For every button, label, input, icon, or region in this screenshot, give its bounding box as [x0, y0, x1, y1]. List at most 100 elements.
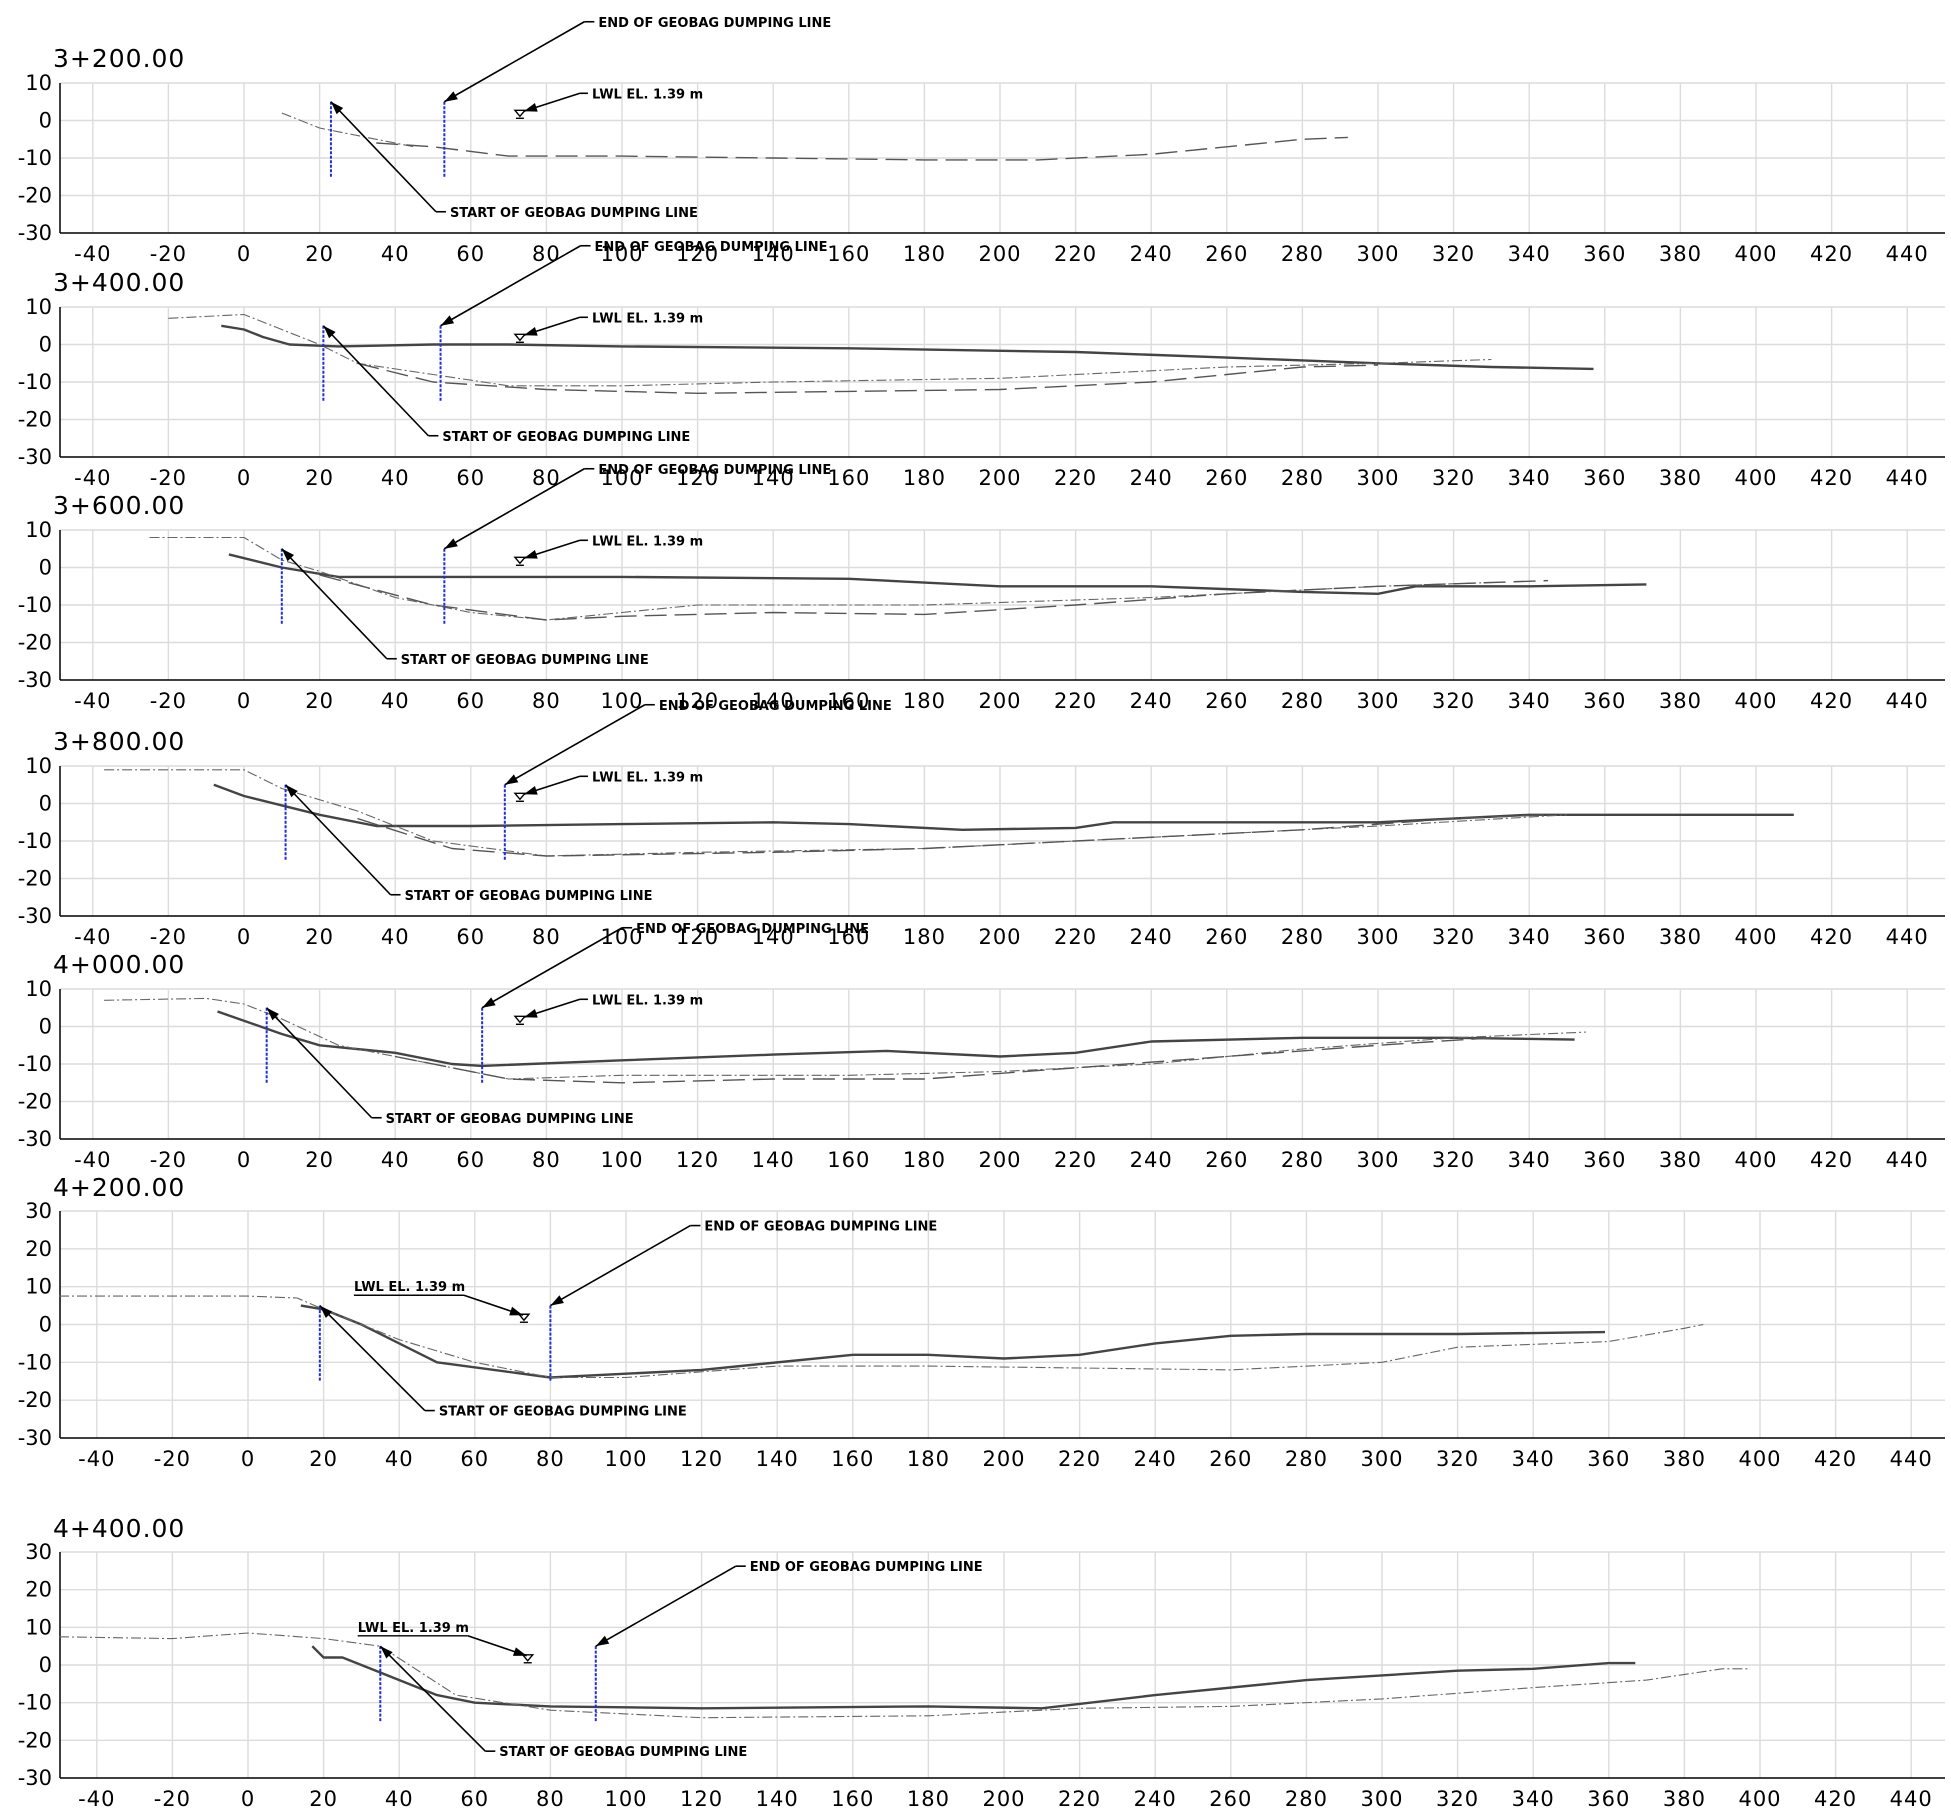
x-tick-label: 220 [1058, 1447, 1101, 1471]
x-tick-label: 280 [1285, 1787, 1328, 1811]
arrowhead [266, 1007, 279, 1021]
x-tick-label: 260 [1205, 466, 1248, 490]
x-tick-label: 80 [532, 466, 561, 490]
x-tick-label: 360 [1583, 466, 1626, 490]
profile-series [300, 1304, 1606, 1379]
x-tick-label: 400 [1734, 689, 1777, 713]
x-tick-label: 140 [756, 1447, 799, 1471]
x-tick-label: 120 [680, 1787, 723, 1811]
x-tick-label: -40 [74, 925, 111, 949]
y-tick-label: -10 [18, 1350, 52, 1374]
y-tick-label: 10 [25, 295, 52, 319]
end-leader [443, 468, 585, 550]
x-tick-label: 320 [1432, 466, 1475, 490]
arrowhead [380, 1646, 393, 1659]
x-tick-label: 260 [1209, 1447, 1252, 1471]
start-geobag-label: START OF GEOBAG DUMPING LINE [386, 1112, 634, 1127]
x-tick-label: 360 [1587, 1447, 1630, 1471]
x-tick-label: 280 [1281, 466, 1324, 490]
start-geobag-label: START OF GEOBAG DUMPING LINE [405, 889, 653, 904]
y-tick-label: -20 [18, 1388, 52, 1412]
arrowhead [595, 1635, 610, 1647]
y-tick-label: 10 [25, 1615, 52, 1639]
x-tick-label: 0 [237, 925, 251, 949]
x-tick-label: 40 [381, 689, 410, 713]
profile-series [217, 1010, 1575, 1068]
arrowhead [523, 550, 538, 559]
start-leader [322, 325, 429, 437]
x-tick-label: 420 [1810, 242, 1853, 266]
start-geobag-label: START OF GEOBAG DUMPING LINE [442, 430, 690, 445]
x-tick-label: 320 [1436, 1787, 1479, 1811]
start-geobag-label: START OF GEOBAG DUMPING LINE [450, 206, 698, 221]
x-tick-label: 280 [1281, 242, 1324, 266]
lwl-marker-icon [513, 333, 527, 342]
arrowhead [482, 997, 496, 1008]
x-tick-label: 360 [1587, 1787, 1630, 1811]
profile-series [311, 1645, 1636, 1710]
profile-series [319, 574, 1549, 621]
x-tick-label: 40 [381, 466, 410, 490]
x-tick-label: 120 [676, 925, 719, 949]
end-leader [595, 1565, 737, 1647]
x-tick-label: -40 [74, 242, 111, 266]
end-geobag-label: END OF GEOBAG DUMPING LINE [598, 463, 831, 478]
x-tick-label: 140 [752, 242, 795, 266]
x-tick-label: -20 [150, 925, 187, 949]
arrowhead [509, 1306, 523, 1316]
y-tick-label: 10 [25, 754, 52, 778]
arrowhead [523, 1009, 538, 1018]
section-title: 3+800.00 [53, 727, 185, 756]
x-tick-label: -20 [150, 466, 187, 490]
x-tick-label: 160 [827, 242, 870, 266]
x-tick-label: 280 [1281, 689, 1324, 713]
lwl-marker-icon [513, 1015, 527, 1024]
profile-series [357, 362, 1379, 394]
x-tick-label: 120 [680, 1447, 723, 1471]
x-tick-label: 100 [600, 1148, 643, 1172]
x-tick-label: 400 [1738, 1787, 1781, 1811]
profile-series [376, 136, 1348, 161]
arrowhead [523, 786, 538, 795]
arrowhead [281, 548, 295, 562]
y-tick-label: 10 [25, 977, 52, 1001]
lwl-label: LWL EL. 1.39 m [592, 534, 703, 549]
x-tick-label: 300 [1356, 925, 1399, 949]
y-tick-label: -10 [18, 1691, 52, 1715]
y-tick-label: -10 [18, 1052, 52, 1076]
y-tick-label: -20 [18, 631, 52, 655]
x-tick-label: 20 [305, 1148, 334, 1172]
x-tick-label: 420 [1810, 925, 1853, 949]
x-tick-label: 60 [456, 466, 485, 490]
x-tick-label: 40 [381, 242, 410, 266]
x-tick-label: 120 [676, 689, 719, 713]
end-leader [550, 1224, 691, 1307]
x-tick-label: 300 [1360, 1787, 1403, 1811]
x-tick-label: 420 [1810, 466, 1853, 490]
x-tick-label: 420 [1810, 689, 1853, 713]
arrowhead [285, 784, 298, 798]
section-title: 4+400.00 [53, 1514, 185, 1543]
y-tick-label: -10 [18, 593, 52, 617]
y-tick-label: -30 [18, 1766, 52, 1790]
x-tick-label: 80 [536, 1447, 565, 1471]
profile-series [104, 997, 1586, 1080]
section-title: 4+000.00 [53, 950, 185, 979]
end-geobag-label: END OF GEOBAG DUMPING LINE [598, 16, 831, 31]
arrowhead [444, 91, 458, 102]
x-tick-label: 200 [978, 1148, 1021, 1172]
end-geobag-label: END OF GEOBAG DUMPING LINE [704, 1220, 937, 1235]
x-tick-label: 400 [1734, 242, 1777, 266]
x-tick-label: 120 [676, 242, 719, 266]
x-tick-label: -20 [150, 242, 187, 266]
x-tick-label: 240 [1130, 689, 1173, 713]
x-tick-label: 420 [1814, 1787, 1857, 1811]
x-tick-label: 440 [1886, 925, 1929, 949]
x-tick-label: 380 [1659, 689, 1702, 713]
y-tick-label: 0 [39, 109, 52, 133]
x-tick-label: 400 [1738, 1447, 1781, 1471]
arrowhead [550, 1295, 564, 1306]
y-tick-label: 10 [25, 71, 52, 95]
